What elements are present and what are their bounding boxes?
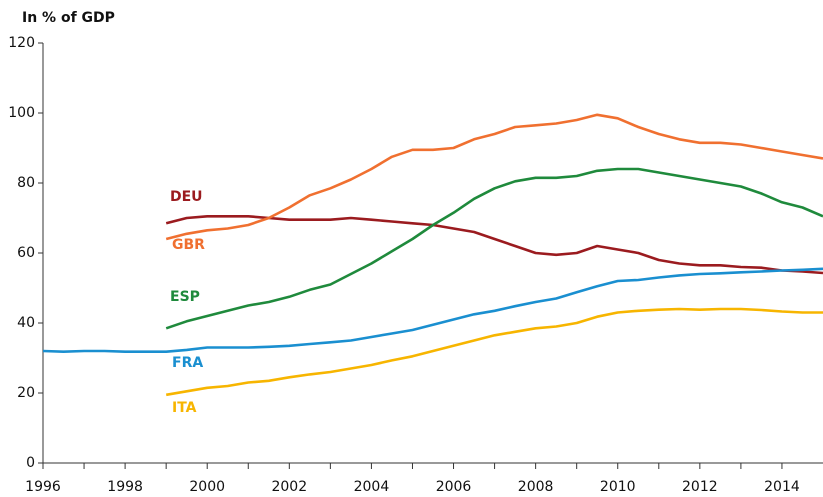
series-line [165,167,823,330]
x-tick-label: 1996 [25,479,61,495]
x-tick-label: 2006 [436,479,472,495]
y-tick-label: 0 [26,455,35,471]
series-line [165,307,823,397]
x-tick-label: 2002 [271,479,307,495]
series-label: ESP [170,289,200,305]
series-label: GBR [172,237,205,253]
series-label: DEU [170,189,203,205]
y-tick-label: 120 [8,35,35,51]
x-tick-label: 2014 [764,479,800,495]
series-line [165,113,823,241]
y-tick-label: 60 [17,245,35,261]
chart-title: In % of GDP [22,10,115,26]
x-tick-label: 2004 [354,479,390,495]
series-line [42,267,823,353]
y-tick-label: 80 [17,175,35,191]
x-tick-label: 2012 [682,479,718,495]
series-label: ITA [172,400,197,416]
x-tick-label: 2008 [518,479,554,495]
x-tick-label: 1998 [107,479,143,495]
x-tick-label: 2000 [189,479,225,495]
y-tick-label: 40 [17,315,35,331]
x-tick-label: 2010 [600,479,636,495]
series-label: FRA [172,355,203,371]
y-tick-label: 20 [17,385,35,401]
series-line [165,215,823,275]
y-tick-label: 100 [8,105,35,121]
